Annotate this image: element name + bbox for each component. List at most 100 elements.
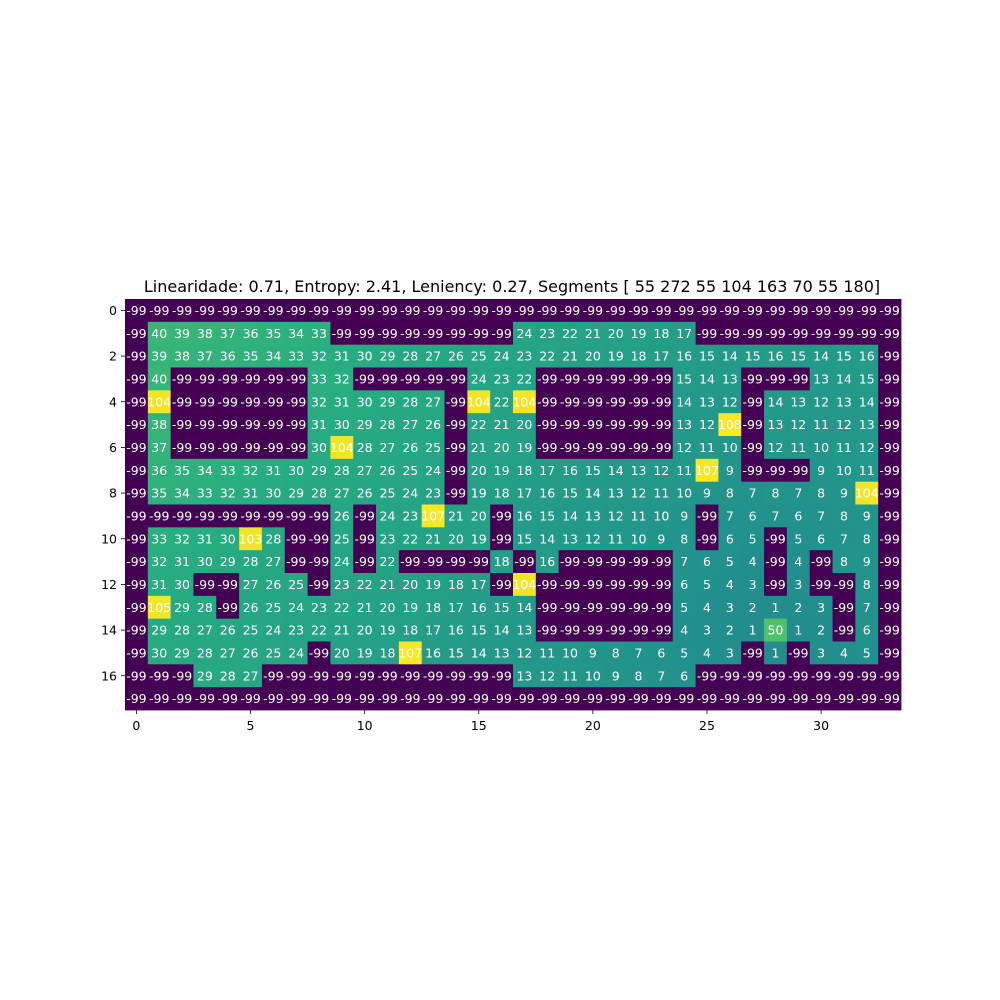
cell-value-label: 30 <box>334 417 350 432</box>
cell-value-label: -99 <box>491 508 511 523</box>
heatmap-cell <box>535 344 560 368</box>
heatmap-cell <box>695 527 719 551</box>
cell-value-label: 22 <box>516 371 532 386</box>
heatmap-cell <box>261 664 286 688</box>
heatmap-cell <box>353 687 377 711</box>
cell-value-label: 28 <box>220 668 236 683</box>
cell-value-label: 14 <box>516 600 532 615</box>
heatmap-cell <box>170 299 194 323</box>
heatmap-cell <box>353 299 377 323</box>
heatmap-cell <box>216 550 240 574</box>
cell-value-label: -99 <box>126 645 146 660</box>
cell-value-label: 3 <box>726 600 734 615</box>
heatmap-cell <box>832 344 856 368</box>
heatmap-cell <box>649 321 674 346</box>
cell-value-label: -99 <box>263 691 283 706</box>
heatmap-cell <box>467 458 491 483</box>
heatmap-cell <box>125 458 149 483</box>
y-tick-label: 16 <box>101 668 117 683</box>
cell-value-label: 23 <box>334 577 350 592</box>
cell-value-label: 16 <box>768 349 784 364</box>
heatmap-cell <box>718 481 742 505</box>
cell-value-label: 2 <box>749 600 757 615</box>
cell-value-label: -99 <box>697 326 717 341</box>
heatmap-cell <box>444 367 468 391</box>
cell-value-label: 12 <box>676 440 692 455</box>
cell-value-label: -99 <box>126 303 146 318</box>
cell-value-label: -99 <box>309 508 329 523</box>
heatmap-cell <box>832 321 856 346</box>
heatmap-cell <box>376 527 400 551</box>
cell-value-label: 26 <box>425 417 441 432</box>
cell-value-label: 12 <box>722 394 738 409</box>
cell-value-label: -99 <box>605 623 625 638</box>
heatmap-cell <box>261 481 286 505</box>
cell-value-label: 20 <box>471 508 487 523</box>
cell-value-label: -99 <box>537 371 557 386</box>
cell-value-label: 14 <box>585 486 601 501</box>
cell-value-label: 24 <box>288 645 304 660</box>
cell-value-label: 10 <box>676 486 692 501</box>
cell-value-label: -99 <box>811 554 831 569</box>
cell-value-label: -99 <box>126 554 146 569</box>
heatmap-cell <box>307 504 331 528</box>
cell-value-label: 28 <box>197 600 213 615</box>
cell-value-label: 4 <box>749 554 757 569</box>
heatmap-cell <box>421 367 445 391</box>
cell-value-label: -99 <box>834 577 854 592</box>
cell-value-label: 104 <box>330 440 354 455</box>
cell-value-label: 23 <box>288 623 304 638</box>
cell-value-label: -99 <box>377 303 397 318</box>
heatmap-cell <box>741 344 765 368</box>
cell-value-label: 10 <box>562 645 578 660</box>
cell-value-label: 18 <box>448 577 464 592</box>
cell-value-label: -99 <box>834 326 854 341</box>
cell-value-label: 26 <box>357 486 373 501</box>
cell-value-label: 4 <box>703 645 711 660</box>
cell-value-label: 32 <box>220 486 236 501</box>
heatmap-cell <box>718 550 742 574</box>
cell-value-label: -99 <box>286 440 306 455</box>
heatmap-cell <box>216 481 240 505</box>
heatmap-cell <box>695 595 719 620</box>
heatmap-cell <box>764 527 788 551</box>
heatmap-cell <box>718 367 742 391</box>
heatmap-cell <box>239 367 263 391</box>
cell-value-label: -99 <box>446 326 466 341</box>
cell-value-label: -99 <box>332 691 352 706</box>
cell-value-label: -99 <box>765 303 785 318</box>
heatmap-cell <box>467 595 491 620</box>
heatmap-cell <box>353 321 377 346</box>
cell-value-label: -99 <box>172 508 192 523</box>
heatmap-cell <box>535 618 560 642</box>
heatmap-cell <box>672 321 696 346</box>
heatmap-cell <box>695 550 719 574</box>
heatmap-cell <box>786 299 811 323</box>
heatmap-cell <box>535 687 560 711</box>
heatmap-cell <box>490 527 514 551</box>
heatmap-cell <box>398 367 423 391</box>
heatmap-cell <box>353 641 377 665</box>
cell-value-label: -99 <box>240 440 260 455</box>
cell-value-label: -99 <box>765 463 785 478</box>
cell-value-label: 22 <box>311 623 327 638</box>
cell-value-label: 6 <box>817 531 825 546</box>
heatmap-cell <box>809 321 833 346</box>
heatmap-cell <box>809 413 833 437</box>
heatmap-cell <box>353 413 377 437</box>
cell-value-label: -99 <box>423 668 443 683</box>
cell-value-label: 27 <box>402 417 418 432</box>
heatmap-cell <box>307 687 331 711</box>
cell-value-label: 5 <box>680 645 688 660</box>
heatmap-cell <box>193 299 217 323</box>
heatmap-cell <box>513 481 537 505</box>
heatmap-cell <box>147 527 172 551</box>
heatmap-cell <box>490 687 514 711</box>
cell-value-label: -99 <box>217 508 237 523</box>
heatmap-cell <box>490 550 514 574</box>
heatmap-cell <box>672 595 696 620</box>
cell-value-label: 11 <box>608 531 624 546</box>
cell-value-label: 12 <box>516 645 532 660</box>
cell-value-label: 38 <box>174 349 190 364</box>
heatmap-cell <box>330 573 354 597</box>
